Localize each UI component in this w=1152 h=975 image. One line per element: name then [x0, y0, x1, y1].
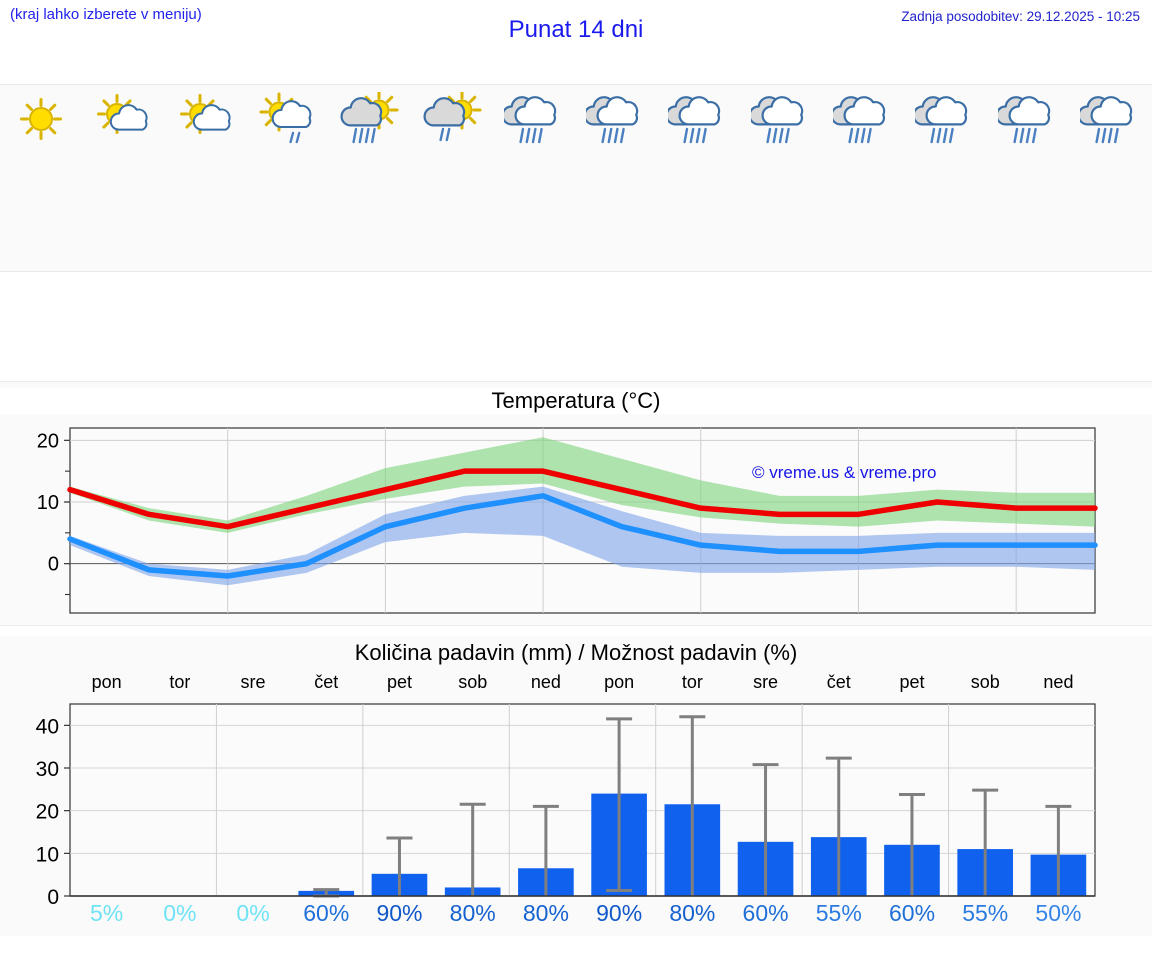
precipitation-day-label: pon: [91, 672, 122, 692]
precipitation-day-label: pon: [604, 672, 635, 692]
svg-text:40: 40: [36, 715, 59, 738]
weather-cloud-rain-icon: [1079, 92, 1142, 148]
weather-cloud-rain-icon: [586, 92, 648, 148]
weather-cloud-rain-icon: [832, 92, 895, 148]
forecast-day-strip: [0, 84, 1152, 272]
weather-sun-cloud-rain-light-icon: [257, 92, 319, 148]
weather-sun-cloud-icon: [175, 92, 237, 148]
weather-cloud-sun-rain-icon: [339, 92, 401, 148]
precipitation-probability-value: 60%: [888, 900, 936, 926]
svg-text:0: 0: [47, 886, 59, 909]
forecast-day-column[interactable]: [329, 85, 411, 271]
weather-sun-icon: [10, 92, 72, 148]
precipitation-probability-row: 5% 0% 0% 60% 90% 80% 80% 90% 80% 60% 55% 60% 55% 50%: [70, 900, 1095, 930]
precipitation-day-label: ned: [530, 672, 561, 692]
precipitation-day-label: čet: [826, 672, 851, 692]
svg-text:10: 10: [36, 843, 59, 866]
svg-text:20: 20: [37, 430, 59, 452]
svg-text:0: 0: [48, 554, 59, 576]
precipitation-day-labels: pon tor sre čet pet sob ned pon tor sre čet pet sob n…: [70, 672, 1095, 696]
precipitation-probability-value: 80%: [669, 900, 716, 926]
forecast-day-column[interactable]: [247, 85, 329, 271]
precipitation-probability-value: 60%: [303, 900, 350, 926]
forecast-day-column[interactable]: [741, 85, 823, 271]
svg-text:30: 30: [36, 758, 59, 781]
weather-cloud-rain-icon: [668, 92, 730, 148]
copyright-label: © vreme.us & vreme.pro: [752, 463, 937, 482]
forecast-day-column[interactable]: [0, 85, 82, 271]
precipitation-chart-section: Količina padavin (mm) / Možnost padavin …: [0, 636, 1152, 936]
weather-cloud-rain-icon: [503, 92, 566, 148]
precipitation-probability-value: 90%: [376, 900, 423, 926]
weather-cloud-rain-icon: [915, 92, 977, 148]
precipitation-day-label: čet: [314, 672, 339, 692]
precipitation-probability-value: 0%: [163, 900, 197, 926]
precipitation-probability-value: 55%: [815, 900, 862, 926]
page-header: (kraj lahko izberete v meniju) Punat 14 …: [0, 0, 1152, 62]
svg-text:20: 20: [36, 801, 59, 824]
temperature-chart-plot: 0 10 20: [37, 427, 1098, 614]
location-menu-note[interactable]: (kraj lahko izberete v meniju): [10, 6, 202, 23]
precipitation-day-label: sre: [240, 672, 266, 692]
precipitation-probability-value: 50%: [1035, 900, 1082, 926]
precipitation-day-label: sob: [970, 672, 1000, 692]
forecast-day-column[interactable]: [987, 85, 1069, 271]
precipitation-probability-value: 60%: [742, 900, 789, 926]
precipitation-day-label: tor: [169, 672, 191, 692]
weather-cloud-sun-rain-light-icon: [422, 92, 484, 148]
forecast-day-column[interactable]: [823, 85, 905, 271]
forecast-day-column[interactable]: [905, 85, 987, 271]
forecast-day-column[interactable]: [82, 85, 164, 271]
forecast-day-column[interactable]: [576, 85, 658, 271]
precipitation-probability-value: 90%: [596, 900, 643, 926]
precipitation-day-label: ned: [1043, 672, 1074, 692]
temperature-chart-title: Temperatura (°C): [0, 388, 1152, 414]
temperature-chart-section: Temperatura (°C) 0 10 20: [0, 381, 1152, 626]
page-title: Punat 14 dni: [508, 16, 644, 43]
weather-cloud-rain-icon: [997, 92, 1060, 148]
precipitation-day-label: pet: [386, 672, 412, 692]
precipitation-chart-title: Količina padavin (mm) / Možnost padavin …: [354, 640, 798, 665]
precipitation-probability-value: 80%: [449, 900, 496, 926]
precipitation-day-label: pet: [899, 672, 925, 692]
precipitation-day-label: sob: [458, 672, 488, 692]
precipitation-probability-value: 5%: [89, 900, 124, 926]
forecast-day-column[interactable]: [165, 85, 247, 271]
precipitation-probability-value: 55%: [962, 900, 1009, 926]
forecast-day-column[interactable]: [411, 85, 493, 271]
last-updated-label: Zadnja posodobitev: 29.12.2025 - 10:25: [901, 9, 1140, 24]
svg-text:10: 10: [37, 492, 59, 514]
forecast-day-column[interactable]: [494, 85, 576, 271]
weather-cloud-rain-icon: [750, 92, 813, 148]
forecast-day-column[interactable]: [1070, 85, 1152, 271]
precipitation-chart-plot: 0 10 20 30 40: [36, 703, 1096, 909]
precipitation-probability-value: 80%: [522, 900, 569, 926]
precipitation-probability-value: 0%: [236, 900, 270, 926]
precipitation-day-label: tor: [681, 672, 703, 692]
precipitation-day-label: sre: [753, 672, 779, 692]
forecast-day-column[interactable]: [658, 85, 740, 271]
weather-sun-cloud-icon: [92, 92, 154, 148]
